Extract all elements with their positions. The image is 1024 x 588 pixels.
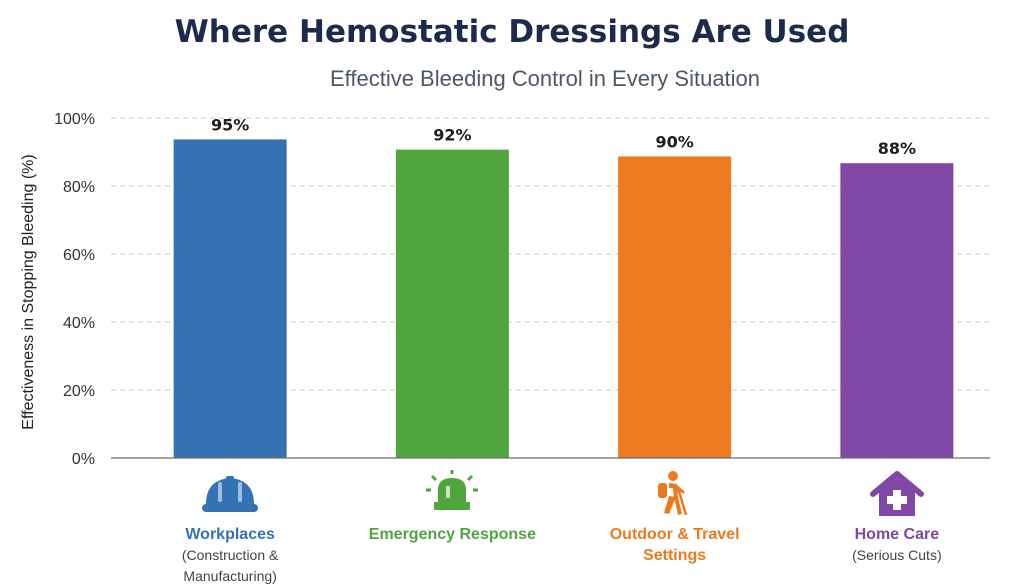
- y-tick-label: 100%: [54, 111, 95, 128]
- bar: [173, 139, 287, 459]
- hiker-icon: [657, 471, 687, 516]
- category-label: Emergency Response: [357, 470, 547, 545]
- bar: [618, 156, 732, 459]
- chart-subtitle: Effective Bleeding Control in Every Situ…: [329, 66, 761, 91]
- category-label: Outdoor & Travel Settings: [580, 470, 770, 566]
- category-name: Emergency Response: [368, 526, 536, 543]
- y-axis-title: Effectiveness in Stopping Bleeding (%): [20, 154, 37, 429]
- bar: [395, 149, 509, 458]
- category-name: Workplaces: [185, 526, 275, 543]
- data-label: 88%: [878, 139, 916, 158]
- data-label: 92%: [433, 126, 471, 145]
- y-tick-label: 40%: [63, 315, 95, 332]
- y-tick-label: 60%: [63, 247, 95, 264]
- bar: [840, 163, 954, 458]
- chart-title: Where Hemostatic Dressings Are Used: [174, 14, 850, 50]
- siren-icon: [426, 470, 479, 510]
- home-medical-icon: [869, 471, 924, 516]
- data-labels: 95% 92% 90% 88%: [211, 115, 916, 158]
- data-label: 90%: [655, 132, 693, 151]
- category-label: Home Care (Serious Cuts): [802, 470, 992, 566]
- y-tick-label: 20%: [63, 383, 95, 400]
- y-tick-label: 0%: [72, 451, 95, 468]
- category-note: (Construction & Manufacturing): [181, 547, 279, 584]
- category-name: Outdoor & Travel Settings: [609, 526, 740, 564]
- y-tick-labels: 0% 20% 40% 60% 80% 100%: [54, 111, 95, 468]
- hard-hat-icon: [202, 476, 259, 512]
- category-name: Home Care: [854, 526, 940, 543]
- data-label: 95%: [211, 115, 249, 134]
- y-tick-label: 80%: [63, 179, 95, 196]
- bars: [173, 139, 954, 459]
- category-note: (Serious Cuts): [852, 547, 942, 563]
- category-label: Workplaces (Construction & Manufacturing): [135, 470, 325, 587]
